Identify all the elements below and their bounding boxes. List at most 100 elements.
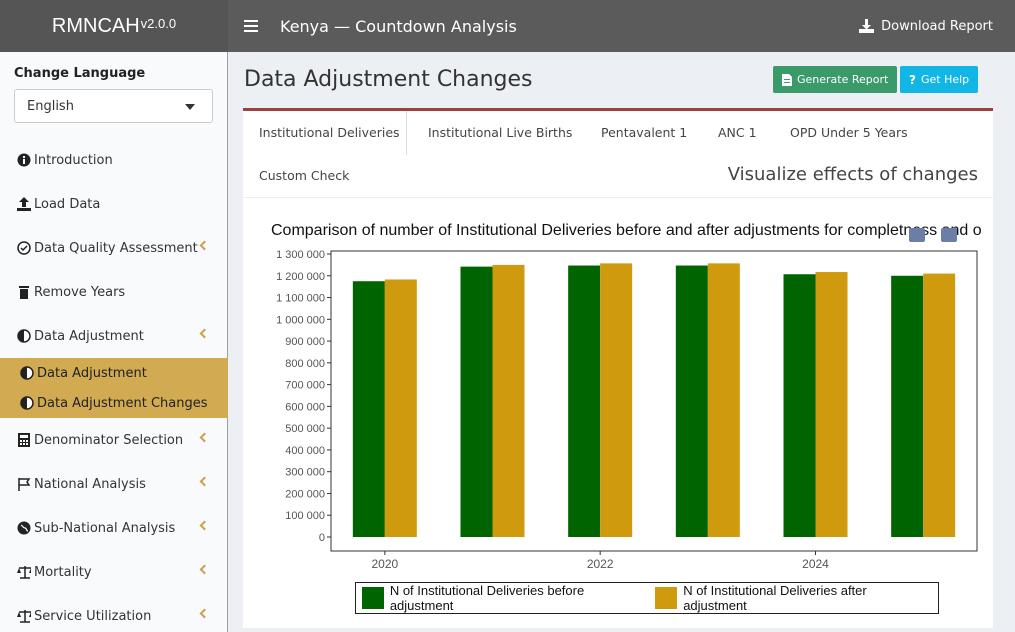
- sidebar-item-load-data[interactable]: Load Data: [0, 184, 228, 224]
- tab-label: Institutional Deliveries: [259, 125, 400, 140]
- get-help-button[interactable]: ? Get Help: [900, 66, 979, 93]
- caret-down-icon: [185, 104, 195, 110]
- file-icon: [782, 73, 792, 86]
- scale-icon: [17, 565, 31, 579]
- tab-institutional-deliveries[interactable]: Institutional Deliveries: [243, 111, 407, 155]
- get-help-label: Get Help: [920, 73, 970, 86]
- tab-anc-1[interactable]: ANC 1: [718, 125, 757, 140]
- y-tick-label: 1 000 000: [276, 314, 325, 326]
- language-value: English: [27, 99, 74, 114]
- y-tick-label: 300 000: [285, 467, 325, 479]
- sidebar-item-national-analysis[interactable]: National Analysis: [0, 464, 228, 504]
- sidebar-item-sub-national-analysis[interactable]: Sub-National Analysis: [0, 508, 228, 548]
- zoom-icon[interactable]: [941, 228, 957, 242]
- sidebar-item-introduction[interactable]: Introduction: [0, 140, 228, 180]
- bar-after-2020: [384, 279, 417, 537]
- legend-swatch-before: [362, 587, 384, 609]
- tab-label: Institutional Live Births: [428, 125, 573, 140]
- question-icon: ?: [909, 72, 916, 87]
- y-tick-label: 100 000: [285, 510, 325, 522]
- language-label: Change Language: [14, 66, 146, 81]
- download-label: Download Report: [881, 18, 993, 34]
- chevron-left-icon: [199, 432, 210, 443]
- app-title: Kenya — Countdown Analysis: [280, 16, 517, 36]
- sidebar-item-label: Mortality: [34, 564, 92, 580]
- y-tick-label: 600 000: [285, 401, 325, 413]
- tab-opd-under-5-years[interactable]: OPD Under 5 Years: [790, 125, 908, 140]
- sidebar-toggle-icon[interactable]: [244, 20, 258, 32]
- tab-label: OPD Under 5 Years: [790, 125, 908, 140]
- sidebar-subitem-data-adjustment-changes[interactable]: Data Adjustment Changes: [0, 388, 228, 418]
- download-report-button[interactable]: Download Report: [859, 0, 993, 52]
- y-tick-label: 400 000: [285, 445, 325, 457]
- trash-icon: [17, 285, 31, 299]
- scale-icon: [17, 609, 31, 623]
- y-tick-label: 1 300 000: [276, 249, 325, 261]
- generate-report-button[interactable]: Generate Report: [773, 66, 898, 93]
- chevron-left-icon: [199, 520, 210, 531]
- sidebar-item-label: Introduction: [34, 152, 113, 168]
- bar-chart: 0 100 000 200 000 300 000 400 000 500 000 600 …: [276, 249, 978, 571]
- sidebar-item-label: Sub-National Analysis: [34, 520, 176, 536]
- sidebar-item-data-quality-assessment[interactable]: Data Quality Assessment: [0, 228, 228, 268]
- tab-bar: Institutional Deliveries Institutional L…: [243, 111, 993, 198]
- bar-before-2020: [352, 281, 385, 537]
- y-tick-label: 0: [319, 532, 325, 544]
- sidebar-item-label: Load Data: [34, 196, 101, 212]
- sidebar-item-label: Service Utilization: [34, 608, 152, 624]
- camera-icon[interactable]: [909, 228, 925, 242]
- sidebar-item-label: Denominator Selection: [34, 432, 184, 448]
- adjust-icon: [17, 329, 31, 343]
- y-tick-label: 900 000: [285, 336, 325, 348]
- app-header: RMNCAH v2.0.0 Kenya — Countdown Analysis …: [0, 0, 1015, 52]
- main-content: Data Adjustment Changes Generate Report …: [229, 52, 1015, 632]
- chevron-left-icon: [199, 608, 210, 619]
- bar-after-2024: [815, 272, 848, 537]
- globe-icon: [17, 521, 31, 535]
- sidebar-item-remove-years[interactable]: Remove Years: [0, 272, 228, 312]
- sidebar-item-service-utilization[interactable]: Service Utilization: [0, 596, 228, 632]
- legend-item-before[interactable]: N of Institutional Deliveries before adj…: [362, 583, 649, 613]
- bar-after-2021: [492, 264, 525, 537]
- legend-label-after: N of Institutional Deliveries after adju…: [683, 583, 867, 613]
- brand-name: RMNCAH: [51, 14, 140, 37]
- generate-report-label: Generate Report: [797, 73, 889, 86]
- tab-institutional-live-births[interactable]: Institutional Live Births: [428, 125, 572, 140]
- check-circle-icon: [17, 241, 31, 255]
- sidebar-item-label: Data Quality Assessment: [34, 240, 198, 256]
- chevron-left-icon: [199, 328, 210, 339]
- legend-swatch-after: [655, 587, 678, 609]
- sidebar-subitem-data-adjustment[interactable]: Data Adjustment: [0, 358, 228, 388]
- sidebar-subitem-label: Data Adjustment: [37, 365, 147, 381]
- sidebar-item-mortality[interactable]: Mortality: [0, 552, 228, 592]
- brand-logo[interactable]: RMNCAH v2.0.0: [0, 0, 228, 52]
- adjust-icon: [20, 396, 34, 410]
- bar-after-2022: [600, 263, 633, 537]
- tab-label: ANC 1: [718, 125, 757, 140]
- sidebar-item-denominator-selection[interactable]: Denominator Selection: [0, 420, 228, 460]
- x-tick-label: 2020: [371, 557, 398, 571]
- sidebar-subitem-label: Data Adjustment Changes: [37, 395, 208, 411]
- bar-after-2023: [707, 263, 740, 537]
- page-title: Data Adjustment Changes: [244, 67, 533, 92]
- brand-version: v2.0.0: [140, 15, 177, 31]
- bar-after-2025: [923, 273, 956, 537]
- sidebar-item-data-adjustment[interactable]: Data Adjustment: [0, 316, 228, 356]
- adjust-icon: [20, 366, 34, 380]
- y-tick-label: 200 000: [285, 488, 325, 500]
- data-adjustment-submenu: Data Adjustment Data Adjustment Changes: [0, 358, 228, 418]
- language-select[interactable]: English: [14, 89, 213, 123]
- legend-item-after[interactable]: N of Institutional Deliveries after adju…: [655, 583, 932, 613]
- plot-toolbar: [909, 228, 957, 242]
- bar-before-2024: [783, 274, 816, 537]
- bar-before-2025: [891, 275, 924, 537]
- tab-pentavalent-1[interactable]: Pentavalent 1: [601, 125, 687, 140]
- flag-icon: [17, 477, 31, 491]
- tab-custom-check[interactable]: Custom Check: [259, 168, 349, 183]
- x-tick-label: 2024: [802, 557, 829, 571]
- chart-area: 0 100 000 200 000 300 000 400 000 500 000 600 …: [243, 216, 993, 628]
- bar-before-2022: [568, 265, 601, 537]
- upload-icon: [17, 197, 31, 211]
- chevron-left-icon: [199, 240, 210, 251]
- chart-title: Comparison of number of Institutional De…: [271, 222, 982, 239]
